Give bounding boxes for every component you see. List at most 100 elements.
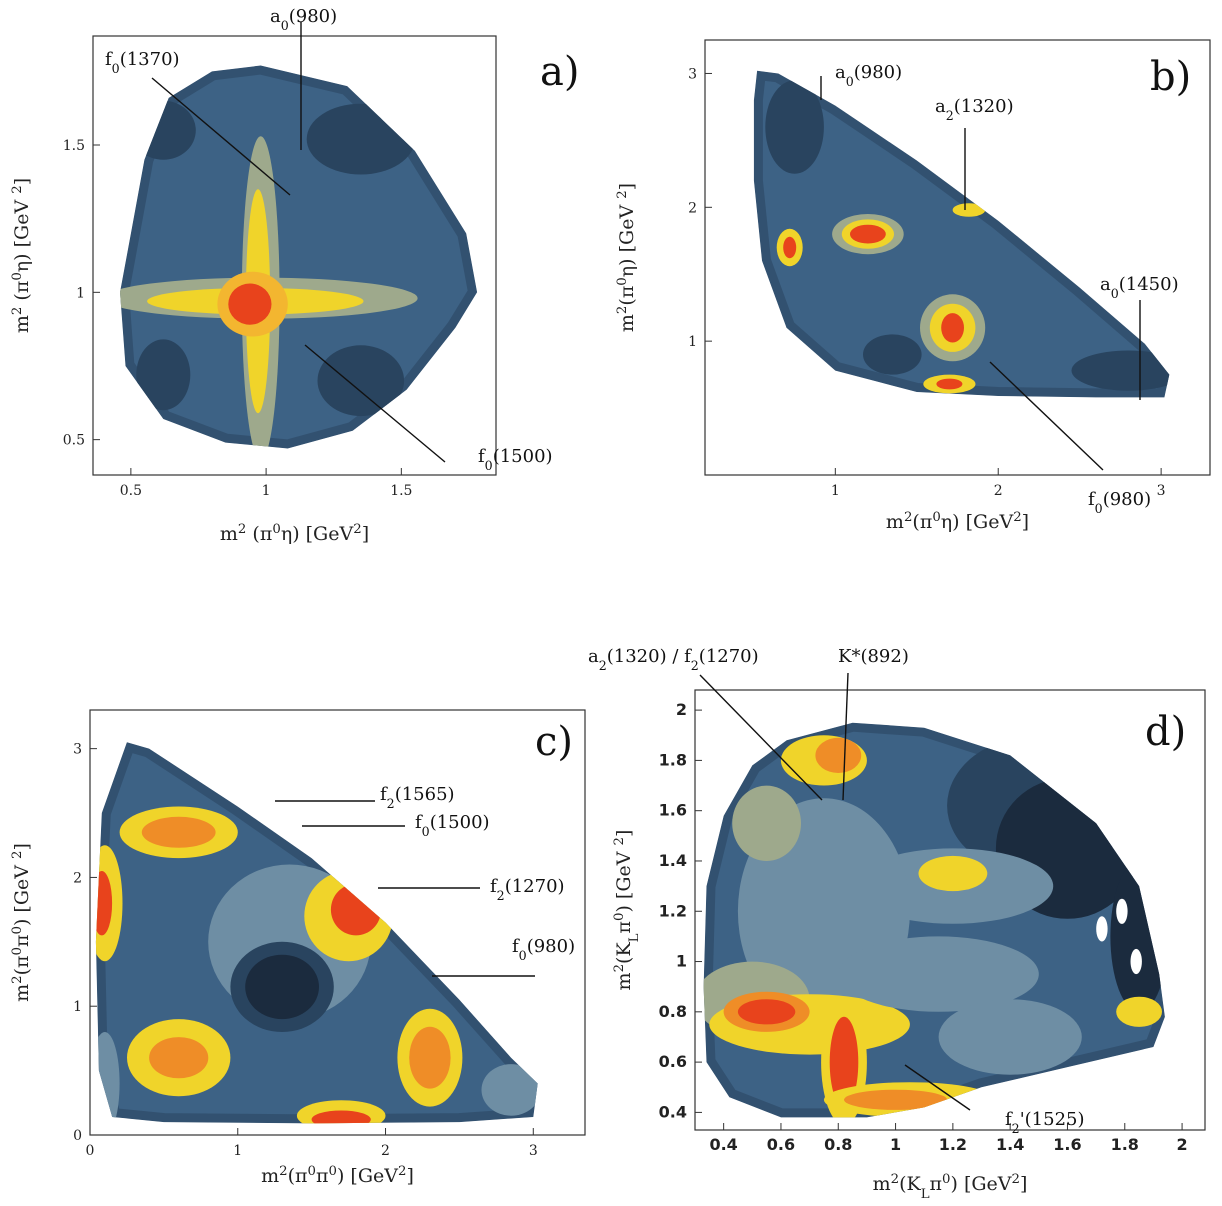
intensity-blob [330,883,382,936]
x-tick-label: 0.6 [767,1135,795,1154]
y-tick-label: 1.6 [659,801,687,820]
y-tick-label: 2 [73,870,82,886]
intensity-blob [941,313,964,343]
resonance-annotation: f0(980) [512,936,575,963]
x-tick-label: 0 [86,1143,95,1159]
y-tick-label: 1 [76,285,85,301]
resonance-annotation: f0(1500) [478,446,553,473]
intensity-blob [844,1089,948,1110]
intensity-blob [228,283,272,325]
intensity-blob [838,936,1039,1012]
resonance-annotation: a0(1450) [1100,274,1179,301]
panel-label: d) [1145,709,1186,755]
resonance-annotation: f2(1270) [490,876,565,903]
y-tick-label: 1 [676,952,687,971]
panel-a: 0.5 1 1.5 0.5 1 1.5 m2 (π0η) [GeV2] m2 (π0η) [G… [10,6,580,545]
intensity-blob [829,1016,859,1108]
y-tick-label: 3 [73,742,82,758]
x-tick-label: 1 [890,1135,901,1154]
x-tick-label: 1.2 [939,1135,967,1154]
x-tick-label: 1 [831,483,840,499]
x-tick-label: 3 [1157,483,1166,499]
intensity-blob [481,1064,538,1116]
dalitz-region [95,742,538,1124]
x-tick-label: 2 [1177,1135,1188,1154]
intensity-blob [863,334,922,375]
resonance-annotation: f0(1370) [105,49,180,76]
x-axis-label: m2(π0η) [GeV2] [886,510,1029,534]
intensity-blob [1130,948,1142,975]
intensity-blob [149,1037,209,1079]
y-tick-label: 0.8 [659,1002,687,1021]
x-axis-label: m2(π0π0) [GeV2] [261,1164,414,1188]
intensity-blob [409,1026,451,1089]
y-axis-label: m2 (π0η) [GeV 2] [10,178,34,333]
y-tick-label: 1.4 [659,851,687,870]
y-tick-label: 0.4 [659,1102,687,1121]
plot-frame [704,39,1211,476]
plot-frame [694,689,1206,1131]
x-tick-label: 1.6 [1053,1135,1081,1154]
dalitz-region [703,722,1165,1118]
dalitz-region [753,70,1170,398]
y-tick-label: 3 [688,66,697,82]
y-axis-label: m2(π0η) [GeV 2] [615,183,639,332]
y-tick-label: 1 [688,334,697,350]
intensity-blob [1116,996,1162,1027]
intensity-blob [765,80,824,174]
intensity-blob [311,1110,371,1124]
intensity-blob [1116,898,1128,924]
y-axis-label: m2(KLπ0) [GeV 2] [612,830,642,991]
x-tick-label: 1.4 [996,1135,1024,1154]
plot-frame [89,709,586,1136]
x-tick-label: 1.8 [1111,1135,1139,1154]
intensity-blob [130,100,196,160]
intensity-blob [737,999,796,1025]
resonance-annotation: a2(1320) [935,96,1014,123]
intensity-blob [136,339,191,411]
resonance-annotation: a0(980) [270,6,337,33]
y-tick-label: 0.5 [63,433,85,449]
x-tick-label: 0.4 [709,1135,737,1154]
resonance-annotation: f0(1500) [415,812,490,839]
panel-d: 0.4 0.6 0.8 1 1.2 1.4 1.6 1.8 2 0.4 0.6 0.8 1 1.2 1.4 1… [588,646,1206,1202]
resonance-annotation: f2(1565) [380,784,455,811]
annotation-leader-line [904,1064,971,1111]
panel-b: 1 2 3 1 2 3 m2(π0η) [GeV2] m2(π0η) [GeV 2] b) a0(… [615,39,1211,534]
dalitz-region [120,65,478,449]
x-tick-label: 2 [994,483,1003,499]
intensity-blob [936,378,963,390]
y-tick-label: 0.6 [659,1052,687,1071]
intensity-blob [815,737,862,774]
dalitz-background [753,70,1170,398]
x-tick-label: 0.5 [120,483,142,499]
annotation-leader-line [304,344,446,463]
panel-label: b) [1150,54,1191,100]
y-tick-label: 1 [73,999,82,1015]
x-tick-label: 2 [381,1143,390,1159]
y-tick-label: 2 [688,200,697,216]
y-tick-label: 1.8 [659,750,687,769]
resonance-annotation: f0(980) [1088,489,1151,516]
x-axis-label: m2 (π0η) [GeV2] [220,522,369,546]
intensity-blob [1110,861,1165,1012]
annotation-leader-line [842,672,849,801]
panel-label: a) [540,49,579,95]
intensity-blob [938,999,1082,1075]
y-axis-label: m2(π0π0) [GeV 2] [10,843,34,1002]
y-tick-label: 0 [73,1128,82,1144]
resonance-annotation: a0(980) [835,62,902,89]
plot-frame [92,35,497,476]
intensity-blob [1071,350,1170,391]
x-tick-label: 0.8 [824,1135,852,1154]
panel-c: 0 1 2 3 0 1 2 3 m2(π0π0) [GeV2] m2(π0π0) [GeV 2] c… [10,709,586,1188]
x-tick-label: 1.5 [390,483,412,499]
x-tick-label: 1 [262,483,271,499]
intensity-blob [95,871,113,936]
y-tick-label: 2 [676,700,687,719]
annotation-leader-line [151,77,291,196]
intensity-blob [850,224,886,244]
x-tick-label: 1 [233,1143,242,1159]
